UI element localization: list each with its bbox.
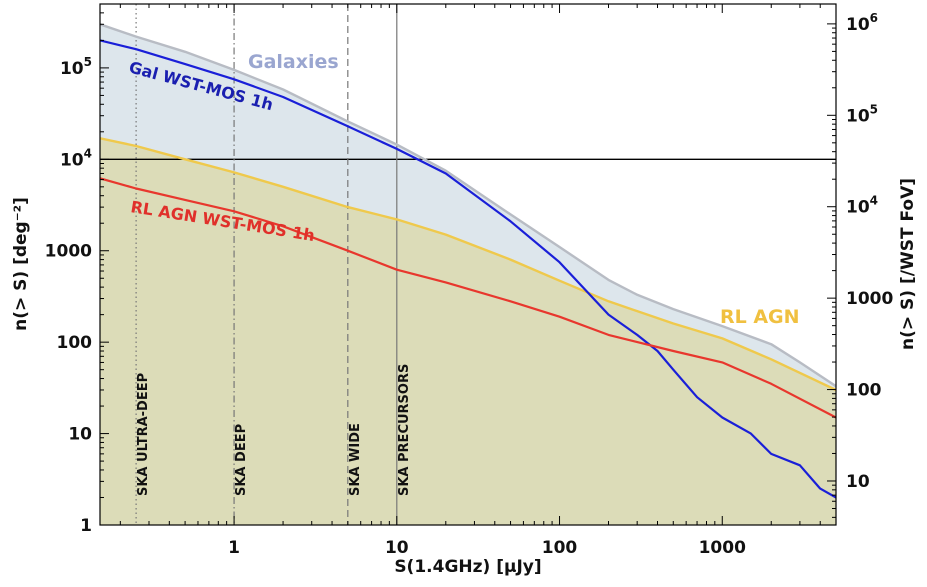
rl-agn-annotation: RL AGN bbox=[720, 306, 800, 328]
axis-ticks bbox=[100, 3, 837, 526]
ska-ultra-deep-label: SKA ULTRA-DEEP bbox=[136, 373, 151, 496]
y2-tick-label: 104 bbox=[846, 194, 878, 218]
vertical-line-labels: SKA ULTRA-DEEP SKA DEEP SKA WIDE SKA PRECUR… bbox=[136, 364, 412, 496]
ska-precursors-label: SKA PRECURSORS bbox=[397, 364, 412, 496]
x-tick-label: 1000 bbox=[699, 538, 746, 558]
reference-lines bbox=[100, 4, 836, 525]
ska-deep-label: SKA DEEP bbox=[234, 424, 249, 496]
y2-tick-label: 106 bbox=[846, 11, 878, 35]
rl-agn-line bbox=[100, 137, 836, 392]
x-tick-label: 10 bbox=[385, 538, 409, 558]
y2-tick-label: 10 bbox=[846, 472, 870, 492]
y-tick-label: 1000 bbox=[45, 242, 92, 262]
x-tick-label: 100 bbox=[542, 538, 578, 558]
ska-wide-label: SKA WIDE bbox=[348, 423, 363, 496]
y-tick-label: 100 bbox=[57, 333, 93, 353]
y-axis-title: n(> S) [deg⁻²] bbox=[11, 197, 31, 331]
galaxies-line bbox=[100, 23, 836, 388]
y2-tick-label: 1000 bbox=[846, 289, 893, 309]
rl-agn-wst-mos-1h-line bbox=[100, 177, 836, 419]
y-tick-label: 104 bbox=[60, 146, 92, 170]
x-axis-title: S(1.4GHz) [μJy] bbox=[394, 557, 541, 577]
y2-tick-label: 100 bbox=[846, 381, 882, 401]
y-tick-label: 105 bbox=[60, 55, 92, 79]
y-tick-label: 1 bbox=[80, 516, 92, 536]
x-tick-label: 1 bbox=[228, 538, 240, 558]
y2-tick-label: 105 bbox=[846, 102, 878, 126]
series-lines bbox=[100, 23, 836, 499]
y2-axis-title: n(> S) [/WST FoV] bbox=[898, 178, 918, 350]
gal-wst-mos-1h-line bbox=[100, 39, 836, 499]
galaxies-annotation: Galaxies bbox=[248, 51, 339, 73]
band-fills bbox=[100, 24, 836, 525]
axis-labels: 1 10 100 1000 1 10 100 1000 104 105 10 100 1000 104 10… bbox=[45, 11, 894, 558]
rl-agn-band-fill bbox=[100, 138, 836, 525]
y-tick-label: 10 bbox=[68, 425, 92, 445]
